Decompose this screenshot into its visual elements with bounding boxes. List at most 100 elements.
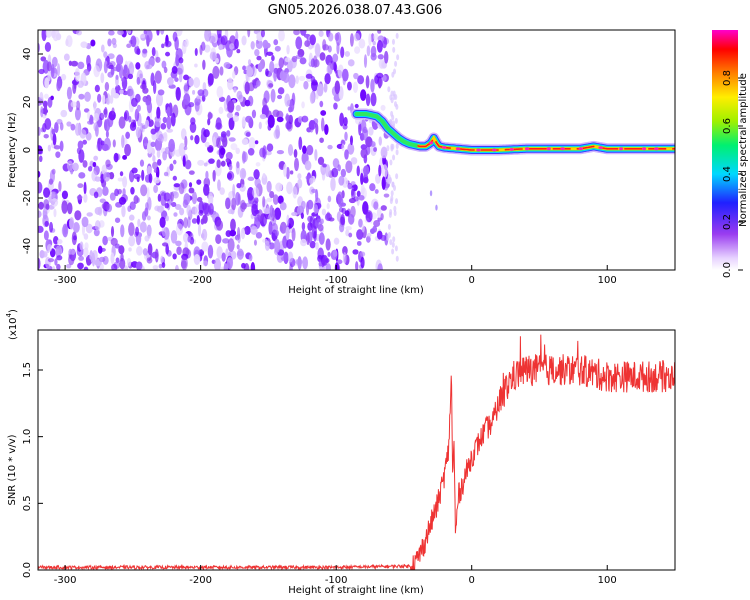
spectrogram-noise-blob xyxy=(129,201,136,211)
spectrogram-noise-blob xyxy=(393,68,397,75)
spectrogram-noise-blob xyxy=(74,122,81,136)
spectrogram-noise-blob xyxy=(298,136,303,150)
spectrogram-noise-blob xyxy=(216,159,221,169)
spectrogram-noise-blob xyxy=(134,108,140,122)
chart-title: GN05.2026.038.07.43.G06 xyxy=(268,3,443,18)
spectrogram-noise-blob xyxy=(52,133,57,146)
spectrogram-noise-blob xyxy=(38,225,44,234)
spectrogram-noise-blob xyxy=(334,80,341,95)
spectrogram-noise-blob xyxy=(285,114,293,121)
spectrogram-noise-blob xyxy=(213,258,222,270)
snr-series-line xyxy=(38,334,675,570)
spectrogram-noise-blob xyxy=(309,177,314,185)
spectrogram-noise-blob xyxy=(320,117,325,132)
spectrogram-noise-blob xyxy=(207,73,214,86)
spectrogram-noise-blob xyxy=(141,169,145,181)
spectrogram-noise-blob xyxy=(38,181,43,194)
spectrogram-track-peak xyxy=(598,146,603,150)
spectrogram-noise-blob xyxy=(303,80,309,90)
spectrogram-noise-blob xyxy=(365,235,371,243)
spectrogram-noise-blob xyxy=(146,225,152,239)
spectrogram-noise-blob xyxy=(317,247,324,260)
spectrogram-noise-blob xyxy=(235,104,241,112)
spectrogram-noise-blob xyxy=(321,208,327,216)
spectrogram-noise-blob xyxy=(55,151,61,158)
spectrogram-noise-blob xyxy=(333,102,338,110)
spectrogram-noise-blob xyxy=(74,210,82,221)
spectrogram-noise-blob xyxy=(241,262,246,269)
spectrogram-noise-blob xyxy=(172,175,177,181)
spectrogram-noise-blob xyxy=(40,106,44,118)
spectrogram-noise-blob xyxy=(361,224,365,233)
spectrogram-noise-blob xyxy=(103,60,108,74)
spectrogram-track-peak xyxy=(524,147,530,151)
spectrogram-noise-blob xyxy=(47,244,53,252)
spectrogram-track-peak xyxy=(509,148,514,151)
spectrogram-noise-blob xyxy=(166,115,172,130)
spectrogram-noise-blob xyxy=(251,203,258,217)
colorbar: 0.0 0.2 0.4 0.6 0.8 Normalized spectral ampl… xyxy=(712,30,749,278)
spectrogram-noise-blob xyxy=(101,164,108,175)
spectrogram-noise-blob xyxy=(370,228,376,235)
spectrogram-noise-blob xyxy=(236,183,242,189)
spectrogram-noise-blob xyxy=(70,123,76,131)
snr-x-tick-label: -300 xyxy=(54,575,77,586)
spectrogram-noise-blob xyxy=(130,97,138,107)
spectrogram-noise-blob xyxy=(39,97,44,105)
spectrogram-noise-blob xyxy=(156,205,164,213)
spectrogram-noise-blob xyxy=(360,172,364,185)
spectrogram-noise-blob xyxy=(234,38,239,50)
spectrogram-noise-blob xyxy=(378,136,382,146)
spectrogram-noise-blob xyxy=(312,55,318,69)
spectrogram-noise-blob xyxy=(380,104,386,111)
spectrogram-noise-blob xyxy=(232,184,236,198)
spectrogram-noise-blob xyxy=(110,87,116,98)
spectrogram-noise-blob xyxy=(204,141,210,148)
spectrogram-noise-blob xyxy=(140,122,144,134)
spectrogram-noise-blob xyxy=(276,149,285,155)
spectrogram-noise-blob xyxy=(202,59,206,70)
spectrogram-noise-blob xyxy=(145,30,153,43)
spectrogram-noise-blob xyxy=(114,188,119,197)
spectrogram-noise-blob xyxy=(228,116,235,131)
spectrogram-noise-blob xyxy=(63,53,70,61)
spectrogram-noise-blob xyxy=(307,221,313,231)
colorbar-tick-label: 0.4 xyxy=(722,166,733,182)
spectrogram-noise-blob xyxy=(349,33,354,47)
spectrogram-x-tick-label: 100 xyxy=(598,275,617,286)
snr-y-ticks: 0.0 0.5 1.0 1.5 xyxy=(22,362,43,578)
spectrogram-noise-blob xyxy=(323,82,328,93)
spectrogram-noise-blob xyxy=(250,261,256,270)
spectrogram-noise-blob xyxy=(212,136,216,148)
spectrogram-noise-blob xyxy=(56,238,63,245)
spectrogram-noise-blob xyxy=(184,38,189,48)
spectrogram-noise-blob xyxy=(260,30,265,38)
spectrogram-noise-blob xyxy=(223,263,229,270)
spectrogram-noise-blob xyxy=(340,168,347,178)
spectrogram-noise-blob xyxy=(175,87,181,101)
spectrogram-x-tick-label: -300 xyxy=(54,275,77,286)
spectrogram-noise-blob xyxy=(376,230,383,240)
spectrogram-noise-blob xyxy=(101,202,109,210)
spectrogram-noise-blob xyxy=(56,63,61,77)
spectrogram-noise-blob xyxy=(131,167,138,174)
spectrogram-noise-blob xyxy=(322,163,327,168)
spectrogram-noise-blob xyxy=(130,186,135,195)
spectrogram-noise-blob xyxy=(115,74,119,80)
spectrogram-noise-blob xyxy=(271,55,275,62)
spectrogram-noise-blob xyxy=(77,262,84,270)
spectrogram-noise-blob xyxy=(77,194,82,201)
spectrogram-noise-blob xyxy=(285,121,292,130)
spectrogram-noise-blob xyxy=(175,54,180,67)
spectrogram-noise-blob xyxy=(370,45,377,58)
spectrogram-y-tick-label: 40 xyxy=(22,48,33,61)
spectrogram-noise-blob xyxy=(354,46,361,54)
spectrogram-noise-blob xyxy=(164,202,170,209)
spectrogram-noise-blob xyxy=(91,249,98,262)
spectrogram-noise-blob xyxy=(93,65,100,78)
spectrogram-noise-blob xyxy=(338,175,345,186)
spectrogram-noise-blob xyxy=(226,171,235,181)
spectrogram-noise-blob xyxy=(395,143,399,150)
spectrogram-noise-blob xyxy=(274,207,282,220)
spectrogram-noise-blob xyxy=(174,149,182,157)
